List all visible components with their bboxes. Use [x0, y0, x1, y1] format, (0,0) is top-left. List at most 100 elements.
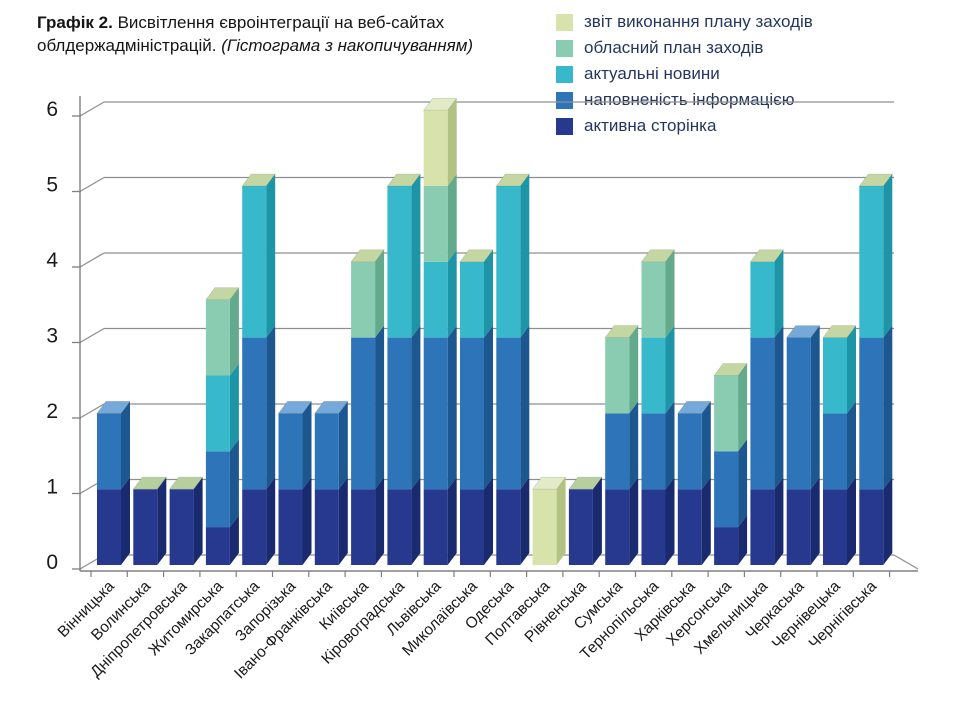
- gridline-connector: [79, 327, 105, 344]
- bar-segment: [750, 337, 775, 490]
- bar-segment-side: [157, 477, 167, 565]
- bar-top-face: [96, 401, 131, 414]
- bar-segment: [351, 337, 376, 490]
- bar-segment: [423, 337, 448, 490]
- bar-segment-side: [266, 477, 276, 565]
- bar-top-face: [749, 249, 785, 263]
- bar-segment: [205, 375, 230, 452]
- bar-segment: [677, 413, 702, 490]
- legend-swatch-icon: [556, 117, 573, 135]
- bar-segment: [314, 413, 339, 490]
- gridline-connector: [79, 101, 105, 117]
- bar-segment-side: [665, 325, 675, 414]
- bar-segment-side: [701, 477, 711, 565]
- legend-label: актуальні новини: [584, 64, 720, 83]
- bar: [604, 325, 639, 565]
- bar-top-face: [713, 363, 748, 376]
- bar-segment: [351, 489, 376, 565]
- bar-segment: [750, 261, 775, 338]
- bar-top-face: [822, 325, 857, 338]
- bar-segment-side: [447, 325, 457, 490]
- bar-segment-side: [774, 249, 784, 338]
- bar-segment-side: [774, 325, 784, 490]
- bar-top-face: [568, 476, 603, 490]
- bar: [749, 249, 785, 565]
- bar: [459, 249, 494, 565]
- bar-top-face: [277, 401, 313, 414]
- legend-item: актуальні новини: [556, 61, 813, 87]
- bar-segment-side: [121, 401, 130, 490]
- legend-swatch-icon: [556, 13, 573, 31]
- bar-segment: [568, 489, 593, 565]
- bar-segment-side: [484, 249, 493, 338]
- gridline-connector: [79, 252, 105, 268]
- bar-segment: [605, 413, 630, 490]
- bar-segment-side: [556, 477, 566, 565]
- legend-swatch-icon: [556, 65, 573, 83]
- y-axis-label: 0: [46, 551, 58, 574]
- bar-top-face: [205, 287, 240, 301]
- bar: [423, 97, 458, 565]
- bar-segment-side: [592, 477, 602, 565]
- bar-segment-side: [338, 477, 348, 565]
- bar-segment: [641, 489, 666, 565]
- bar-segment-side: [738, 439, 748, 528]
- bar: [858, 173, 893, 565]
- bar-segment-side: [520, 325, 530, 490]
- bar-segment-side: [411, 325, 421, 490]
- bar-segment: [823, 489, 847, 565]
- bar-segment: [387, 489, 412, 565]
- bar-segment-side: [229, 363, 239, 452]
- bar-segment: [460, 337, 484, 490]
- bar-segment: [859, 186, 884, 338]
- chart-title-text: Висвітлення євроінтеграції на веб-сайтах…: [37, 13, 445, 56]
- bar-top-face: [604, 325, 639, 338]
- legend-item: активна сторінка: [556, 113, 813, 139]
- bar-segment: [605, 489, 630, 565]
- bar-segment: [205, 299, 230, 376]
- legend-item: обласний план заходів: [556, 35, 813, 61]
- bar-segment-side: [738, 515, 748, 565]
- bar-segment-side: [375, 477, 385, 565]
- bar-segment: [133, 489, 158, 565]
- bar-segment: [714, 527, 739, 565]
- bar-segment-side: [302, 401, 312, 490]
- bar-segment: [605, 337, 630, 414]
- legend: звіт виконання плану заходів обласний пла…: [556, 9, 813, 139]
- bar-top-face: [786, 325, 821, 338]
- bar-top-face: [858, 173, 893, 187]
- bar-top-face: [640, 249, 676, 263]
- bar-top-face: [386, 173, 421, 187]
- bar-segment: [859, 489, 884, 565]
- bar-segment-side: [738, 363, 748, 452]
- y-axis-label: 1: [46, 476, 58, 499]
- y-axis-label: 6: [46, 98, 58, 121]
- bar-segment-side: [375, 325, 385, 490]
- bar-segment-side: [338, 401, 348, 490]
- bar-segment-side: [847, 401, 856, 490]
- bar-segment: [859, 337, 884, 490]
- bar-segment-side: [484, 325, 493, 490]
- bar-segment: [641, 413, 666, 490]
- floor-right-edge: [893, 554, 919, 570]
- bar-segment-side: [411, 174, 421, 338]
- bar-segment: [423, 489, 448, 565]
- bar-segment: [532, 489, 557, 565]
- bar: [386, 173, 421, 565]
- bar: [314, 401, 349, 565]
- gridline-connector: [79, 403, 105, 419]
- bar-segment-side: [266, 174, 276, 338]
- bar-segment-side: [629, 401, 639, 490]
- bar-segment-side: [411, 477, 421, 565]
- bar: [169, 476, 204, 565]
- bar: [786, 325, 821, 565]
- chart-title: Графік 2. Висвітлення євроінтеграції на …: [37, 11, 507, 58]
- bar-segment: [641, 261, 666, 338]
- bar-segment-side: [266, 325, 276, 490]
- legend-swatch-icon: [556, 39, 573, 57]
- legend-label: активна сторінка: [584, 116, 717, 135]
- chart-title-subtitle: (Гістограма з накопичуванням): [221, 36, 474, 56]
- legend-label: звіт виконання плану заходів: [584, 12, 813, 31]
- bar-segment: [278, 489, 303, 565]
